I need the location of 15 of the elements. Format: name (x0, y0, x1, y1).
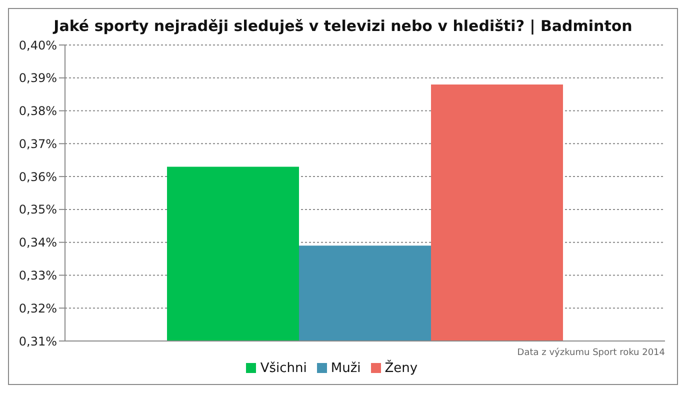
y-tick-label: 0,38% (18, 104, 57, 118)
y-tick-label: 0,39% (18, 71, 57, 86)
y-tick-label: 0,32% (18, 301, 57, 316)
y-tick-label: 0,33% (18, 268, 57, 282)
y-tick-label: 0,35% (18, 202, 57, 217)
legend-label: Muži (330, 361, 361, 376)
legend-label: Všichni (260, 361, 307, 376)
y-tick-label: 0,36% (18, 170, 57, 184)
legend-label: Ženy (384, 361, 418, 376)
chart-title: Jaké sporty nejraději sleduješ v televizi nebo v hledišti? | Badminton (52, 17, 634, 35)
y-tick-label: 0,34% (18, 236, 57, 250)
text: Data z výzkumu Sport roku 2014 (517, 348, 665, 358)
y-tick-label: 0,40% (18, 38, 57, 52)
y-tick-label: 0,37% (18, 136, 57, 151)
y-tick-label: 0,31% (18, 334, 57, 348)
